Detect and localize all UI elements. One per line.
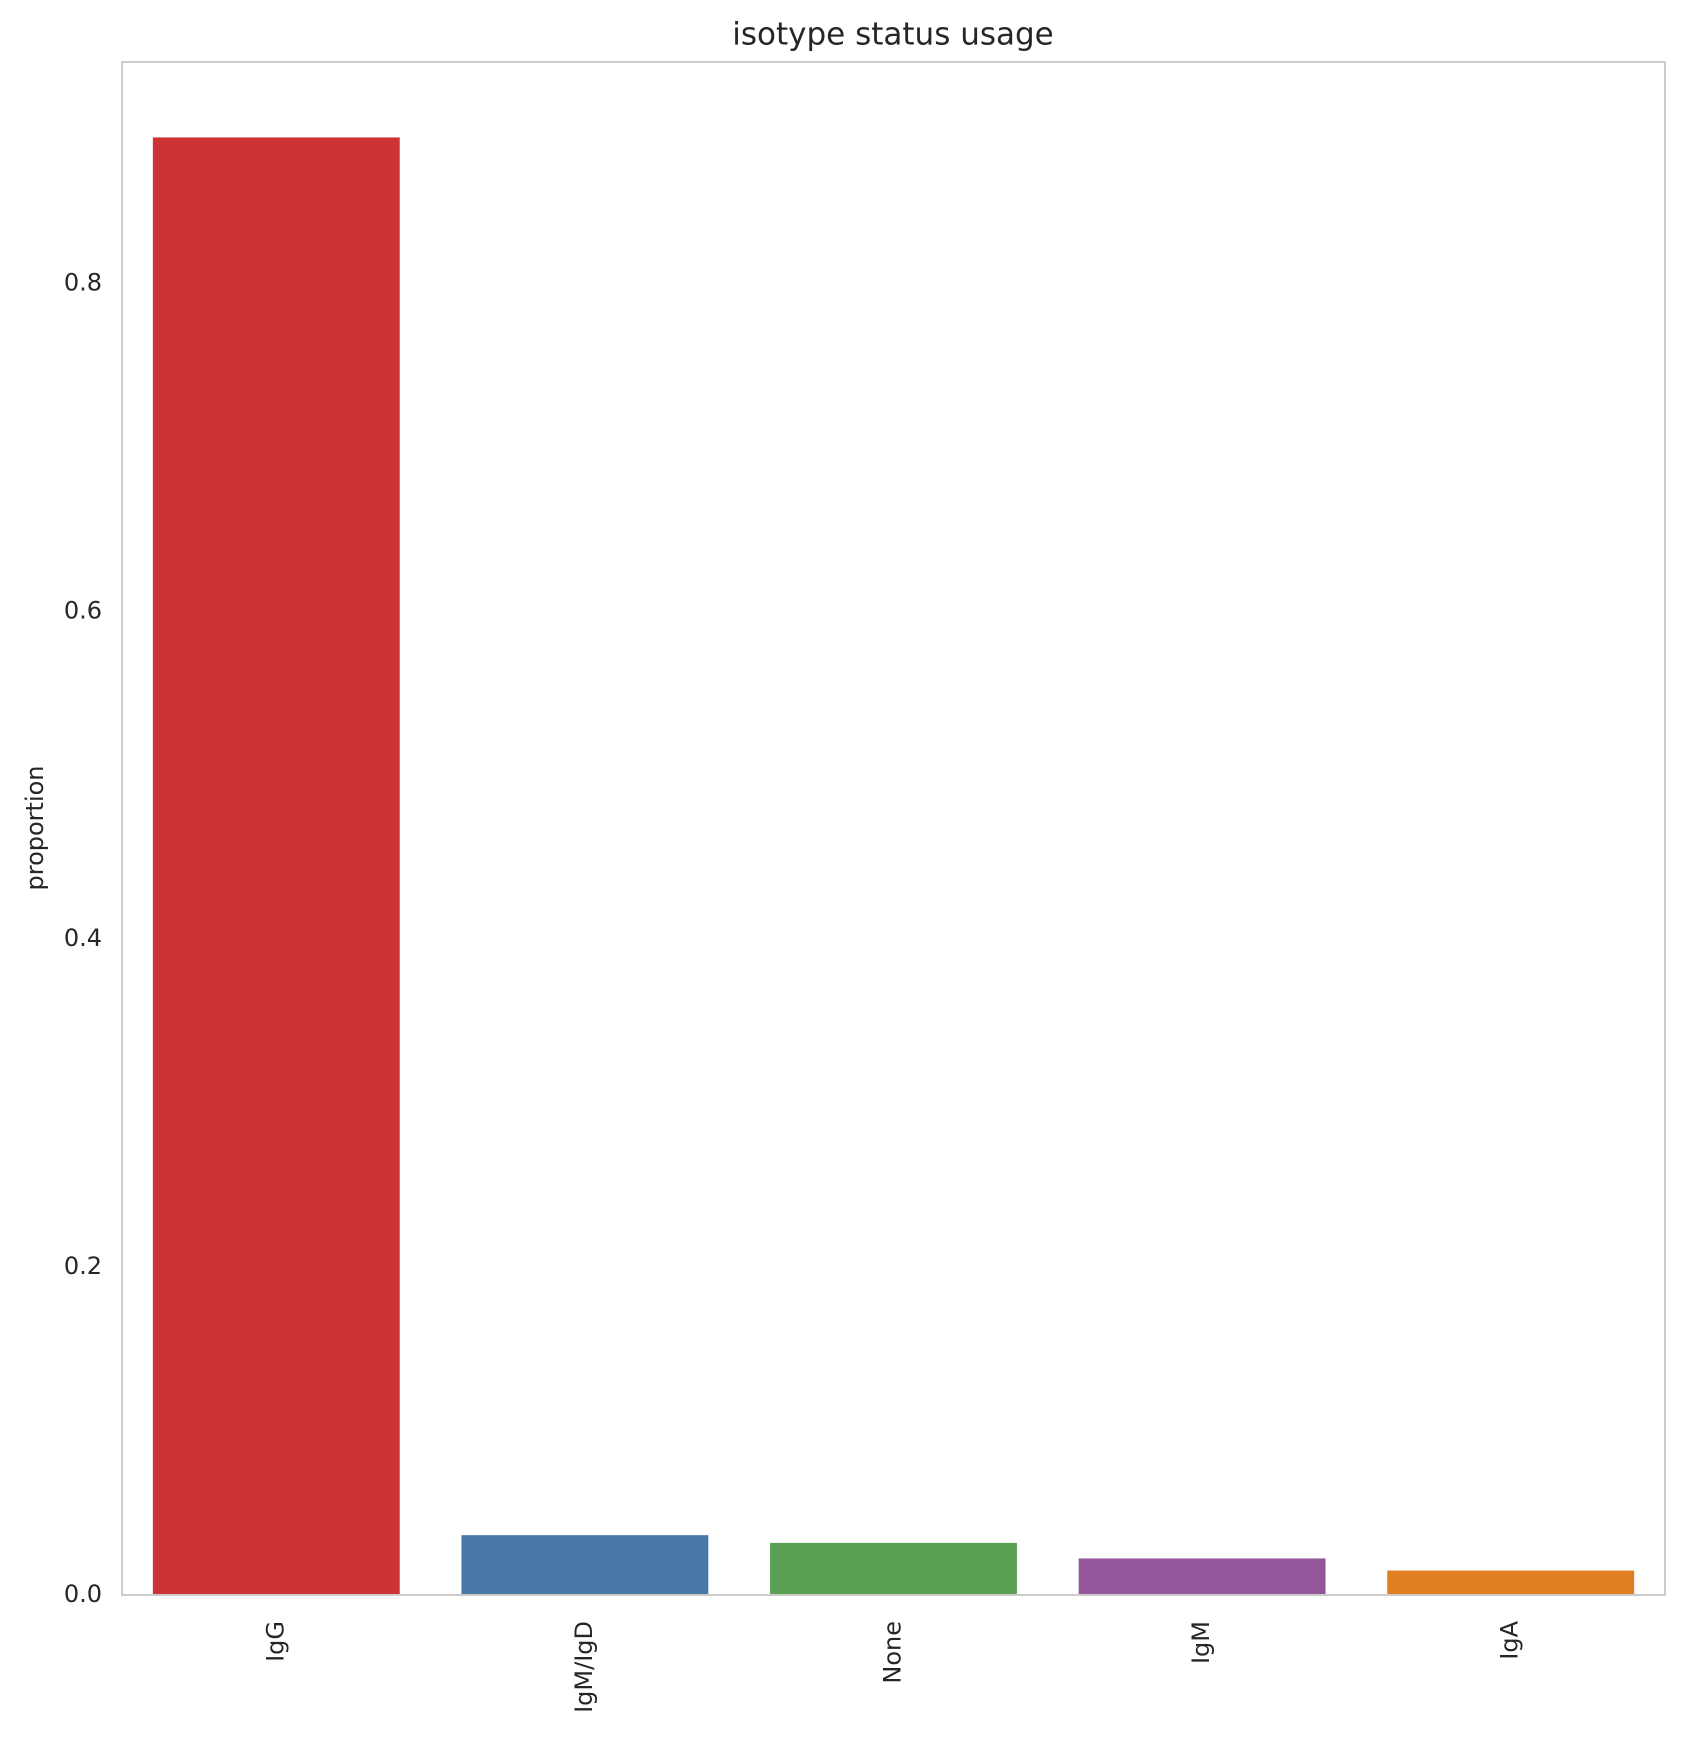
bar bbox=[1078, 1558, 1326, 1595]
y-tick-label: 0.8 bbox=[64, 268, 102, 296]
bar bbox=[152, 137, 400, 1596]
chart-title: isotype status usage bbox=[732, 17, 1054, 53]
y-tick-label: 0.0 bbox=[64, 1580, 102, 1608]
bar bbox=[770, 1542, 1017, 1595]
y-tick-label: 0.2 bbox=[64, 1252, 102, 1280]
x-tick-label: IgG bbox=[261, 1621, 289, 1662]
x-tick-label: IgM/IgD bbox=[570, 1621, 598, 1713]
x-tick-label: None bbox=[879, 1621, 907, 1684]
y-tick-label: 0.4 bbox=[64, 924, 102, 952]
plot-frame bbox=[121, 61, 1666, 1596]
x-tick-label: IgM bbox=[1187, 1621, 1215, 1664]
y-axis-label: proportion bbox=[21, 765, 49, 890]
y-tick-label: 0.6 bbox=[64, 596, 102, 624]
bar bbox=[461, 1535, 709, 1595]
x-tick-label: IgA bbox=[1496, 1620, 1524, 1659]
bar bbox=[1387, 1570, 1635, 1595]
